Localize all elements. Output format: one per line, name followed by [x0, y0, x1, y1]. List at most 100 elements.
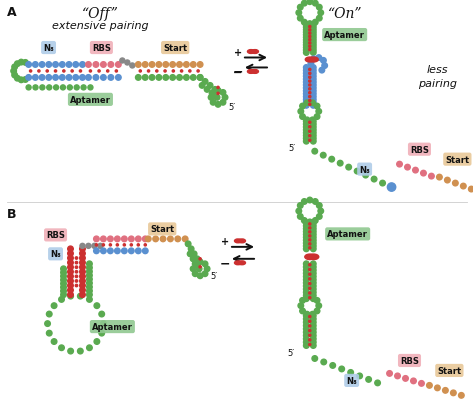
Circle shape — [303, 40, 309, 46]
Circle shape — [73, 63, 79, 68]
Circle shape — [309, 30, 311, 32]
Circle shape — [156, 71, 158, 73]
Circle shape — [303, 323, 309, 328]
Circle shape — [23, 77, 28, 83]
Circle shape — [310, 118, 315, 124]
Circle shape — [419, 381, 424, 386]
Circle shape — [316, 109, 321, 115]
Circle shape — [310, 23, 316, 28]
Circle shape — [309, 239, 311, 241]
Circle shape — [66, 75, 72, 81]
Ellipse shape — [309, 254, 319, 260]
Circle shape — [197, 75, 203, 81]
Circle shape — [108, 63, 114, 68]
Circle shape — [310, 290, 316, 295]
Circle shape — [87, 277, 92, 282]
Circle shape — [215, 88, 221, 94]
Circle shape — [54, 85, 59, 91]
Circle shape — [210, 90, 216, 96]
Circle shape — [296, 11, 301, 16]
Circle shape — [310, 86, 316, 92]
Circle shape — [309, 297, 311, 299]
Circle shape — [395, 373, 401, 379]
Circle shape — [94, 248, 99, 254]
Circle shape — [303, 274, 309, 280]
Circle shape — [310, 94, 316, 100]
Circle shape — [80, 244, 85, 249]
Circle shape — [39, 75, 45, 81]
Circle shape — [68, 292, 73, 298]
Circle shape — [191, 256, 196, 262]
Circle shape — [86, 244, 91, 249]
Circle shape — [303, 317, 309, 322]
Circle shape — [93, 63, 99, 68]
Circle shape — [304, 294, 310, 300]
Circle shape — [300, 308, 305, 314]
Circle shape — [188, 247, 194, 252]
Circle shape — [68, 260, 73, 266]
Circle shape — [197, 273, 203, 279]
Circle shape — [310, 122, 316, 128]
Circle shape — [310, 33, 316, 38]
Circle shape — [26, 85, 31, 91]
Circle shape — [87, 285, 92, 290]
Circle shape — [435, 385, 440, 391]
Circle shape — [61, 288, 66, 294]
Circle shape — [309, 36, 311, 38]
Circle shape — [108, 236, 113, 242]
Circle shape — [33, 75, 38, 81]
Circle shape — [80, 288, 85, 293]
Circle shape — [45, 321, 50, 326]
Circle shape — [46, 71, 48, 73]
Circle shape — [75, 271, 78, 273]
Circle shape — [303, 220, 309, 226]
Ellipse shape — [247, 70, 255, 74]
Circle shape — [75, 262, 78, 264]
Circle shape — [149, 75, 155, 81]
Circle shape — [310, 65, 316, 71]
Circle shape — [199, 83, 205, 89]
Circle shape — [310, 241, 316, 246]
Circle shape — [79, 71, 82, 73]
Circle shape — [303, 74, 309, 80]
Circle shape — [420, 171, 426, 176]
Circle shape — [309, 43, 311, 45]
Circle shape — [468, 187, 474, 192]
Ellipse shape — [238, 239, 246, 243]
Circle shape — [51, 303, 57, 309]
Circle shape — [309, 77, 311, 79]
Circle shape — [310, 128, 316, 133]
Circle shape — [296, 209, 301, 214]
Circle shape — [61, 277, 66, 283]
Circle shape — [197, 259, 203, 265]
Circle shape — [316, 303, 321, 309]
Circle shape — [80, 75, 85, 81]
Circle shape — [197, 63, 203, 68]
Circle shape — [11, 69, 17, 74]
Circle shape — [222, 95, 228, 101]
Circle shape — [303, 333, 309, 339]
Circle shape — [310, 51, 316, 56]
Circle shape — [109, 244, 111, 246]
Circle shape — [80, 269, 85, 275]
Circle shape — [303, 45, 309, 51]
Text: pairing: pairing — [418, 79, 457, 89]
Circle shape — [310, 336, 316, 342]
Circle shape — [303, 229, 309, 235]
Text: Start: Start — [445, 155, 469, 164]
Circle shape — [309, 247, 311, 249]
Circle shape — [68, 283, 73, 289]
Circle shape — [310, 30, 316, 36]
Circle shape — [413, 168, 418, 173]
Circle shape — [310, 312, 315, 317]
Circle shape — [197, 75, 203, 81]
Circle shape — [74, 85, 79, 91]
Circle shape — [312, 1, 318, 7]
Circle shape — [405, 165, 410, 171]
Circle shape — [320, 58, 326, 64]
Circle shape — [310, 343, 316, 348]
Circle shape — [309, 243, 311, 245]
Circle shape — [461, 184, 466, 189]
Circle shape — [309, 339, 311, 341]
Circle shape — [307, 22, 312, 27]
